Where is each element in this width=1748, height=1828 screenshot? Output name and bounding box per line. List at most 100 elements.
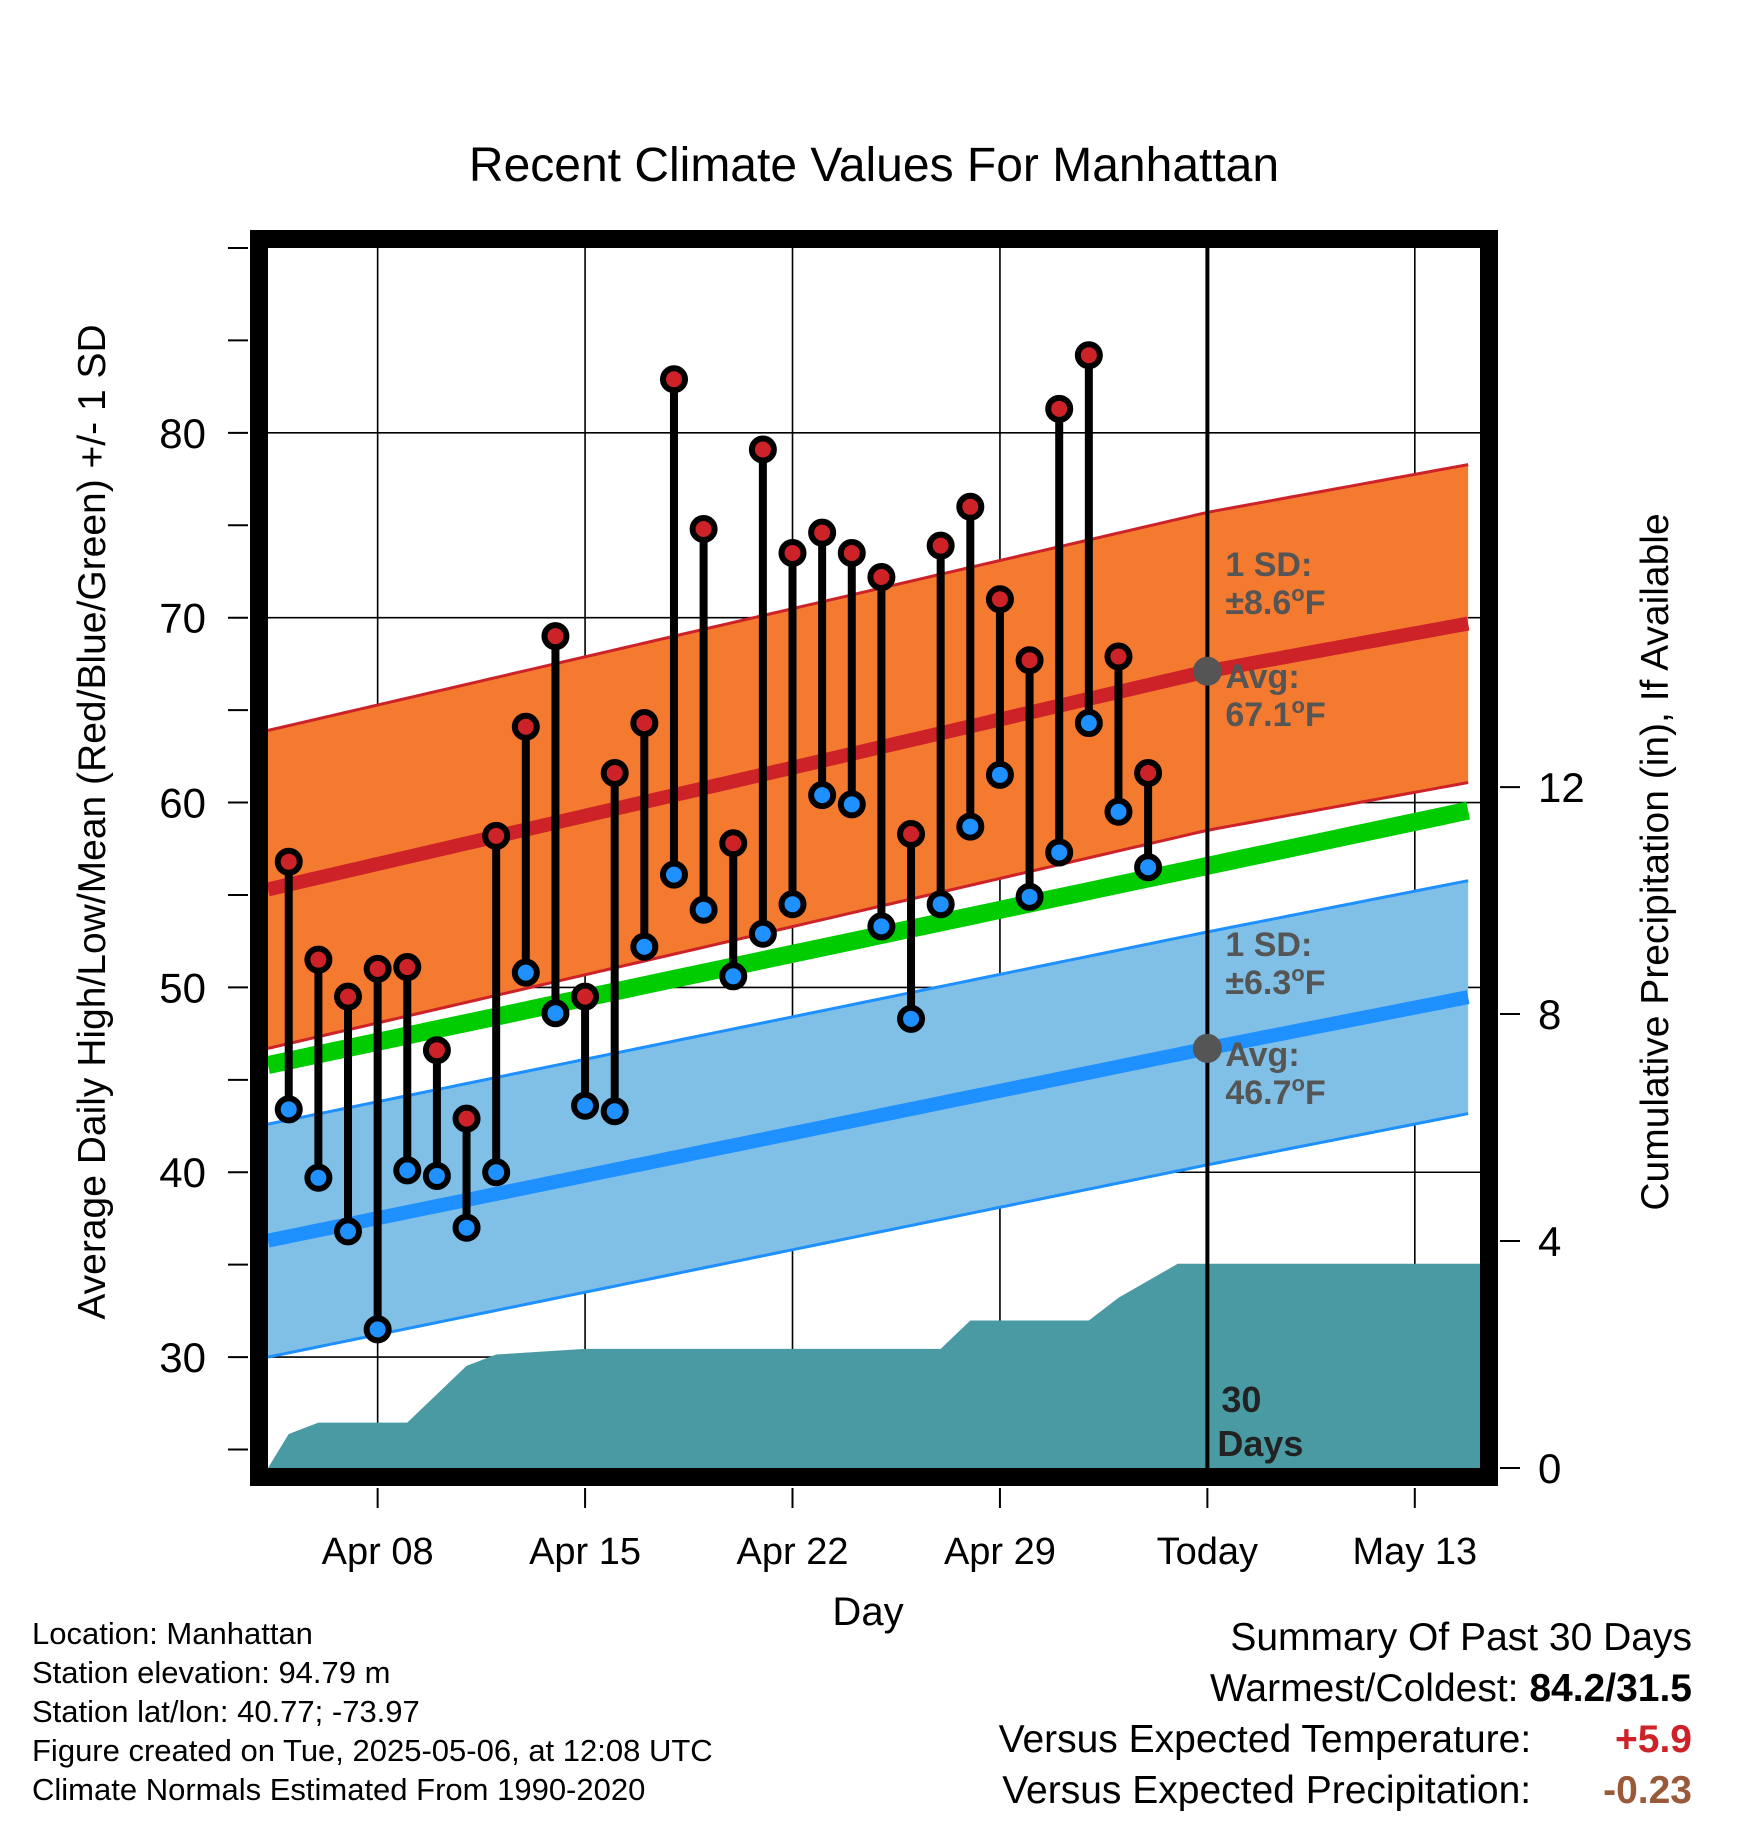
thirty-days-label: 30 Days	[1217, 1379, 1303, 1464]
high-temp-point	[304, 945, 333, 974]
high-temp-point	[867, 563, 896, 592]
low-temp-point	[748, 919, 777, 948]
high-temp-point	[897, 819, 926, 848]
low-temp-point	[1074, 709, 1103, 738]
warmest-coldest-label: Warmest/Coldest:	[1210, 1667, 1519, 1710]
high-temp-point	[274, 847, 303, 876]
created-text: Figure created on Tue, 2025-05-06, at 12…	[32, 1733, 713, 1768]
high-avg-annotation: Avg: 67.1oF	[1225, 658, 1325, 734]
low-temp-point	[926, 890, 955, 919]
high-temp-point	[422, 1036, 451, 1065]
normal-low-band-lower-edge	[268, 1112, 1469, 1359]
elevation-text: Station elevation: 94.79 m	[32, 1655, 391, 1690]
x-tick-label: May 13	[1352, 1531, 1477, 1573]
x-tick-label: Apr 15	[529, 1531, 641, 1573]
low-temp-point	[393, 1156, 422, 1185]
y-tick-label: 80	[159, 410, 206, 457]
high-temp-point	[837, 539, 866, 567]
warmest-coldest-value: 84.2/31.5	[1529, 1667, 1692, 1710]
low-temp-point	[334, 1217, 363, 1246]
x-tick-label: Apr 29	[944, 1531, 1056, 1573]
precip-tick-label: 12	[1538, 764, 1585, 811]
normal-high-line	[268, 616, 1470, 897]
low-temp-point	[452, 1213, 481, 1242]
high-temp-point	[1134, 758, 1163, 787]
y-tick-label: 70	[159, 595, 206, 642]
low-temp-point	[1134, 853, 1163, 882]
high-temp-point	[808, 518, 837, 547]
low-temp-point	[541, 999, 570, 1028]
low-temp-point	[659, 860, 688, 889]
high-temp-point	[689, 514, 718, 543]
normal-high-band-upper-edge	[268, 463, 1469, 732]
low-temp-point	[482, 1158, 511, 1187]
high-temp-point	[393, 953, 422, 982]
low-temp-point	[630, 932, 659, 961]
plot-frame	[250, 230, 1498, 1486]
low-temp-point	[867, 912, 896, 941]
low-sd-annotation: 1 SD: ±6.3oF	[1225, 926, 1325, 1002]
precip-area	[268, 1263, 1480, 1468]
high-temp-point	[600, 758, 629, 787]
high-temp-point	[926, 531, 955, 560]
low-temp-point	[1045, 838, 1074, 867]
high-temp-point	[1167, 0, 1189, 11]
summary-temperature: Versus Expected Temperature: +5.9	[999, 1714, 1692, 1765]
y-tick-label: 30	[159, 1334, 206, 1381]
low-temp-point	[600, 1097, 629, 1126]
low-temp-point	[897, 1004, 926, 1033]
low-temp-point	[511, 958, 540, 987]
today-high-avg-marker	[1192, 656, 1222, 686]
today-low-avg-marker	[1192, 1033, 1222, 1063]
low-temp-point	[363, 1315, 392, 1344]
high-sd-annotation: 1 SD: ±8.6oF	[1225, 546, 1325, 622]
high-temp-point	[748, 435, 777, 464]
high-temp-point	[1015, 646, 1044, 675]
summary-heading: Summary Of Past 30 Days	[1230, 1616, 1692, 1659]
high-temp-point	[334, 982, 363, 1011]
high-temp-point	[363, 954, 392, 983]
high-temp-point	[778, 539, 807, 567]
low-temp-point	[808, 781, 837, 810]
low-temp-point	[571, 1091, 600, 1120]
y-tick-label: 40	[159, 1149, 206, 1196]
summary-precipitation: Versus Expected Precipitation: -0.23	[999, 1765, 1692, 1816]
low-temp-point	[956, 812, 985, 841]
high-temp-point	[1045, 394, 1074, 423]
temperature-label: Versus Expected Temperature:	[998, 1718, 1532, 1761]
high-temp-point	[541, 622, 570, 651]
latlon-text: Station lat/lon: 40.77; -73.97	[32, 1694, 420, 1729]
precip-tick-label: 0	[1538, 1445, 1561, 1492]
x-tick-label: Apr 22	[737, 1531, 849, 1573]
low-temp-point	[837, 790, 866, 819]
high-temp-point	[719, 829, 748, 858]
low-avg-annotation: Avg: 46.7oF	[1225, 1036, 1325, 1112]
temperature-value: +5.9	[1615, 1718, 1692, 1761]
precipitation-value: -0.23	[1603, 1769, 1692, 1812]
normal-low-band-upper-edge	[268, 879, 1469, 1126]
station-info: Location: Manhattan Station elevation: 9…	[32, 1614, 713, 1809]
low-temp-point	[689, 895, 718, 924]
high-temp-point	[482, 821, 511, 850]
high-temp-point	[630, 709, 659, 738]
low-temp-point	[304, 1163, 333, 1192]
low-temp-point	[422, 1161, 451, 1190]
plot-area: 1 SD: ±8.6oF Avg: 67.1oF 1 SD: ±6.3oF Avg: 46.7…	[268, 0, 1480, 1468]
summary-panel: Summary Of Past 30 Days Warmest/Coldest:…	[999, 1612, 1692, 1816]
low-temp-point	[719, 962, 748, 991]
y-axis-label-right: Cumulative Precipitation (in), If Availa…	[1634, 513, 1677, 1211]
high-temp-point	[571, 982, 600, 1011]
summary-warmest-coldest: Warmest/Coldest: 84.2/31.5	[999, 1663, 1692, 1714]
low-temp-point	[1015, 882, 1044, 911]
low-temp-point	[1167, 0, 1189, 11]
location-text: Location: Manhattan	[32, 1616, 313, 1651]
y-tick-label: 50	[159, 964, 206, 1011]
high-temp-point	[511, 712, 540, 741]
y-axis-label-left: Average Daily High/Low/Mean (Red/Blue/Gr…	[71, 324, 114, 1320]
precip-tick-label: 4	[1538, 1218, 1561, 1265]
normals-text: Climate Normals Estimated From 1990-2020	[32, 1772, 646, 1807]
x-axis-label: Day	[832, 1590, 904, 1634]
y-tick-label: 60	[159, 780, 206, 827]
